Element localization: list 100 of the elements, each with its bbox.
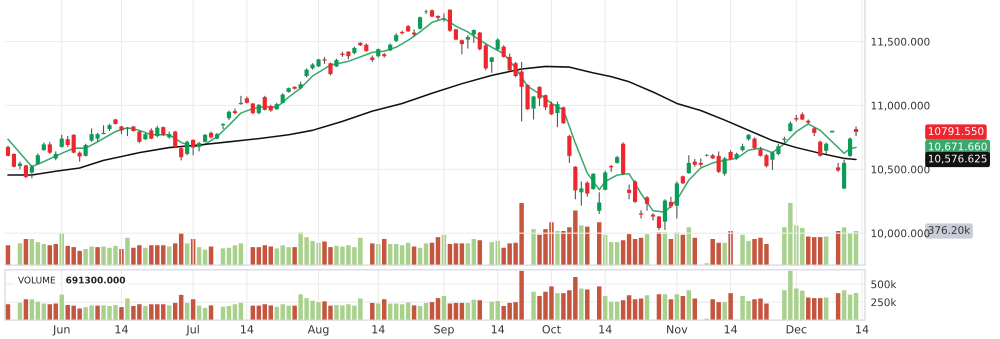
candlestick bbox=[490, 56, 494, 74]
candlestick bbox=[179, 147, 184, 161]
bar bbox=[680, 296, 686, 320]
bar bbox=[166, 246, 172, 266]
text: 10,576.625 bbox=[928, 154, 987, 164]
candlestick bbox=[454, 28, 458, 41]
y-tick-label: 500k bbox=[871, 280, 896, 288]
candlestick bbox=[561, 106, 566, 124]
bar bbox=[143, 248, 148, 266]
bar bbox=[656, 294, 662, 320]
bar bbox=[579, 225, 584, 266]
candlestick bbox=[328, 62, 333, 76]
bar bbox=[596, 286, 602, 320]
bar bbox=[596, 222, 602, 266]
text: 10791.550 bbox=[928, 127, 984, 136]
candlestick bbox=[674, 180, 679, 220]
bar bbox=[585, 226, 590, 266]
candlestick bbox=[686, 154, 691, 174]
bar bbox=[190, 299, 196, 320]
bar bbox=[376, 304, 381, 320]
candlestick bbox=[770, 150, 775, 170]
bar bbox=[412, 305, 416, 320]
candlestick bbox=[758, 146, 763, 158]
candlestick bbox=[585, 180, 590, 198]
candlestick bbox=[280, 92, 285, 104]
bar bbox=[24, 299, 28, 320]
bar bbox=[382, 239, 386, 266]
candlestick bbox=[788, 120, 792, 132]
y-tick-label: 11,000.000 bbox=[872, 102, 930, 111]
x-tick-label: 14 bbox=[724, 325, 738, 334]
bar bbox=[24, 239, 28, 266]
candlestick bbox=[573, 166, 578, 200]
bar bbox=[382, 299, 386, 320]
candlestick bbox=[197, 141, 202, 152]
x-tick-label: Jun bbox=[52, 325, 70, 336]
candlestick bbox=[632, 180, 638, 204]
x-tick-label: 14 bbox=[116, 325, 128, 334]
candlestick bbox=[728, 150, 733, 160]
bar bbox=[662, 232, 668, 266]
candlestick bbox=[531, 95, 536, 120]
candlestick bbox=[597, 192, 602, 215]
bar bbox=[728, 293, 733, 320]
bar bbox=[662, 294, 668, 320]
bar bbox=[370, 302, 375, 320]
candlestick bbox=[48, 141, 52, 155]
bar bbox=[95, 306, 100, 320]
candlestick bbox=[78, 150, 82, 162]
bar bbox=[95, 247, 100, 266]
bar bbox=[412, 246, 416, 266]
candlestick bbox=[591, 172, 596, 190]
candlestick bbox=[466, 34, 470, 50]
candlestick bbox=[448, 9, 452, 32]
bar bbox=[668, 239, 674, 266]
candlestick bbox=[60, 134, 64, 148]
candlestick bbox=[662, 198, 668, 231]
y-tick-label: 11,500.000 bbox=[872, 38, 930, 47]
candlestick bbox=[776, 143, 780, 156]
bar bbox=[292, 306, 297, 320]
candlestick bbox=[818, 140, 822, 158]
candlestick bbox=[6, 145, 10, 158]
bar bbox=[668, 299, 674, 320]
y-tick-label: 10,000.000 bbox=[872, 229, 930, 238]
candlestick bbox=[90, 128, 94, 142]
bar bbox=[125, 238, 130, 266]
line-series bbox=[7, 66, 857, 176]
bar bbox=[692, 238, 698, 266]
bar bbox=[59, 294, 64, 320]
candlestick bbox=[191, 138, 196, 156]
bar bbox=[208, 246, 214, 266]
x-tick-label: Nov bbox=[667, 325, 688, 334]
bar bbox=[836, 293, 840, 320]
bar bbox=[674, 294, 680, 320]
candlestick bbox=[824, 142, 828, 155]
x-tick-label: 14 bbox=[241, 325, 254, 334]
x-tick-label: Aug bbox=[308, 325, 328, 336]
x-tick-label: 14 bbox=[856, 325, 868, 334]
x-tick-label: Oct bbox=[542, 325, 561, 334]
candlestick bbox=[418, 16, 422, 30]
candlestick bbox=[764, 153, 769, 168]
bar bbox=[119, 307, 124, 320]
text: 376.20k bbox=[928, 226, 970, 234]
candlestick bbox=[496, 38, 500, 52]
candlestick bbox=[812, 126, 816, 137]
candlestick bbox=[84, 143, 88, 158]
x-tick-label: 14 bbox=[599, 325, 612, 334]
candlestick bbox=[149, 128, 154, 140]
candlestick bbox=[627, 184, 632, 200]
bar bbox=[6, 304, 10, 320]
candlestick bbox=[30, 164, 34, 179]
bar bbox=[686, 227, 692, 266]
candlestick bbox=[555, 101, 560, 128]
bar bbox=[184, 302, 190, 320]
candlestick bbox=[752, 136, 757, 150]
candlestick bbox=[460, 39, 464, 55]
bar bbox=[292, 247, 297, 266]
candlestick bbox=[579, 180, 584, 206]
candlestick bbox=[12, 152, 16, 168]
bar bbox=[585, 290, 590, 320]
candlestick bbox=[668, 196, 673, 209]
bar bbox=[184, 243, 190, 266]
